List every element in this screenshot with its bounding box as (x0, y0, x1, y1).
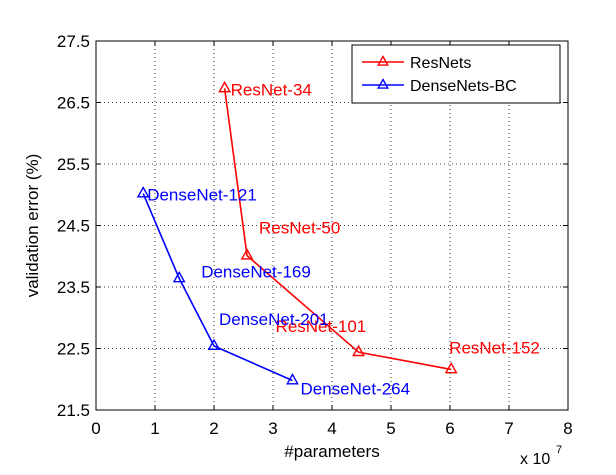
point-label: ResNet-101 (276, 317, 367, 336)
y-tick-label: 23.5 (57, 278, 90, 297)
data-point-marker (286, 373, 299, 385)
point-label: ResNet-50 (259, 219, 340, 238)
legend-label-resnets: ResNets (410, 55, 471, 72)
y-tick-label: 26.5 (57, 94, 90, 113)
x-tick-label: 8 (563, 419, 572, 438)
x-tick-label: 7 (504, 419, 513, 438)
series-densenets-bc (136, 186, 299, 385)
legend-marker-densenets (377, 78, 389, 89)
point-label: DenseNet-201 (219, 310, 329, 329)
y-tick-label: 25.5 (57, 155, 90, 174)
y-tick-label: 22.5 (57, 340, 90, 359)
point-label: DenseNet-264 (300, 379, 410, 398)
x-tick-label: 5 (386, 419, 395, 438)
data-point-marker (444, 361, 458, 374)
series-line (142, 193, 293, 382)
point-label: DenseNet-121 (147, 186, 257, 205)
grid-lines (96, 41, 568, 410)
point-labels: ResNet-34 ResNet-50 ResNet-101 ResNet-152 De… (147, 80, 540, 398)
x-tick-label: 1 (150, 419, 159, 438)
axis-ticks: 0 1 2 3 4 5 6 7 8 21.5 22.5 23.5 24.5 25.5 26.5 27.5 (57, 32, 573, 438)
series-group (136, 80, 458, 385)
data-point-marker (207, 338, 221, 351)
point-label: DenseNet-169 (201, 262, 311, 281)
x-tick-label: 6 (445, 419, 454, 438)
x-tick-label: 0 (91, 419, 100, 438)
legend-marker-resnets (377, 55, 389, 66)
x-multiplier-base: x 10 (520, 451, 550, 468)
series-line (223, 88, 452, 371)
point-label: ResNet-34 (231, 80, 312, 99)
x-multiplier-exponent: 7 (556, 444, 562, 456)
point-label: ResNet-152 (449, 338, 540, 357)
data-point-marker (240, 248, 254, 260)
x-axis-label: #parameters (284, 442, 379, 461)
legend-item-resnets: ResNets (362, 55, 471, 72)
series-resnets (218, 80, 458, 374)
legend-box (351, 44, 561, 104)
data-point-marker (172, 270, 186, 283)
y-tick-label: 27.5 (57, 32, 90, 51)
data-point-marker (352, 344, 365, 357)
x-tick-label: 3 (268, 419, 277, 438)
data-point-marker (136, 186, 150, 198)
y-tick-label: 24.5 (57, 217, 90, 236)
y-tick-label: 21.5 (57, 401, 90, 420)
y-axis-label: validation error (%) (23, 154, 42, 298)
x-tick-label: 2 (209, 419, 218, 438)
x-tick-label: 4 (327, 419, 336, 438)
legend: ResNets DenseNets-BC (351, 44, 561, 104)
legend-label-densenets: DenseNets-BC (410, 78, 517, 95)
data-point-marker (218, 80, 232, 93)
x-axis-multiplier: x 10 7 (520, 444, 562, 468)
legend-item-densenets: DenseNets-BC (362, 78, 517, 95)
